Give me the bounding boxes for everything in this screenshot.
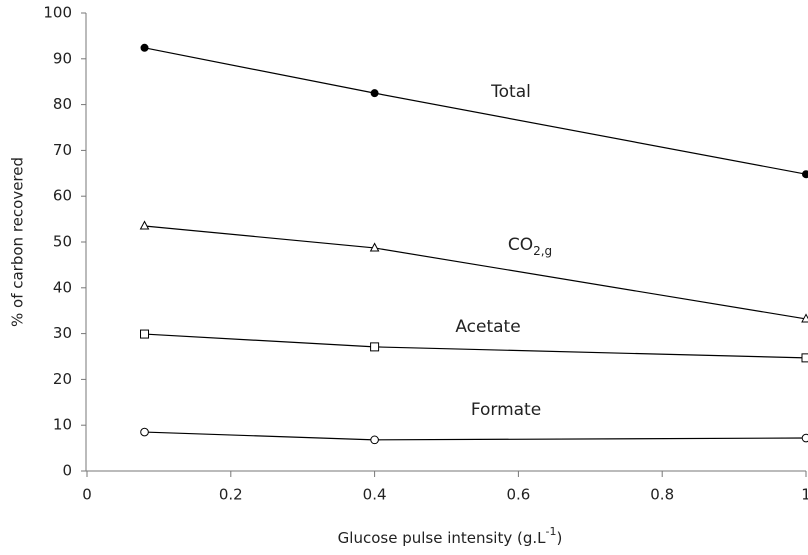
series-name: Total [490,82,531,102]
y-axis-label: % of carbon recovered [9,157,27,327]
y-tick-label: 70 [53,141,72,159]
marker [801,353,808,363]
series-line [144,333,807,359]
x-axis-label-main: Glucose pulse intensity (g.L [338,529,546,547]
y-tick-label: 10 [53,416,72,434]
marker [369,242,380,252]
marker [370,435,379,445]
x-tick-label: 0.8 [650,486,674,504]
series-line [144,47,807,175]
x-axis-label-sup: -1 [546,525,557,538]
y-tick-label: 50 [53,233,72,251]
series-line [144,225,807,320]
x-tick-label: 1 [801,486,808,504]
x-tick-label: 0.2 [219,486,243,504]
series-name: Acetate [455,317,520,337]
series-name: Formate [471,400,541,420]
series-line [144,431,807,441]
marker [801,313,808,323]
x-tick-label: 0.4 [363,486,387,504]
y-tick-label: 30 [53,324,72,342]
marker [801,433,808,443]
y-tick-label: 90 [53,49,72,67]
marker [139,220,150,230]
series-name: CO [508,235,533,255]
marker [140,43,149,52]
y-tick-label: 60 [53,187,72,205]
x-axis-label-end: ) [556,529,562,547]
y-tick-label: 80 [53,95,72,113]
marker [370,342,380,352]
x-tick-label: 0.6 [506,486,530,504]
y-tick-label: 40 [53,278,72,296]
x-axis-label: Glucose pulse intensity (g.L-1) [338,525,563,547]
x-tick-label: 0 [82,486,92,504]
marker [802,170,808,179]
marker [370,89,379,98]
y-tick-label: 20 [53,370,72,388]
series-label: Acetate [455,317,520,337]
marker [140,329,150,339]
series-label: Total [490,82,531,102]
marker [140,427,149,437]
series-label: CO2,g [508,235,552,258]
series-label: Formate [471,400,541,420]
y-tick-label: 0 [62,462,72,480]
y-tick-label: 100 [43,4,72,22]
series-name-sub: 2,g [533,244,552,258]
